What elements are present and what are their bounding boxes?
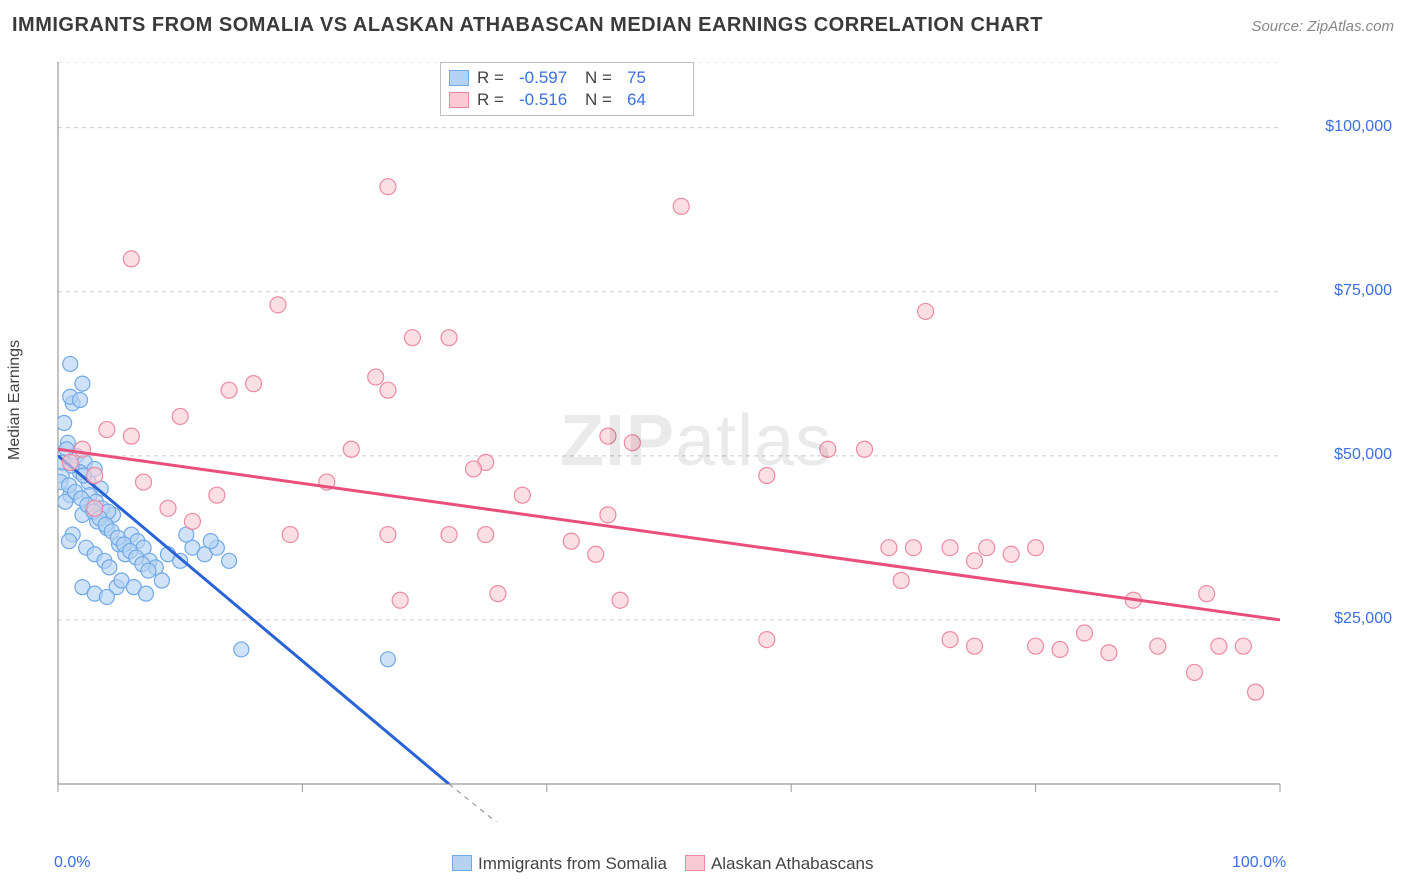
legend-stat-value: 64 [627, 89, 685, 111]
x-tick-label: 0.0% [54, 854, 90, 872]
watermark: ZIPatlas [560, 400, 832, 482]
legend-stat-row: R = -0.516 N = 64 [449, 89, 685, 111]
y-tick-label: $50,000 [1334, 446, 1392, 464]
source-label: Source: ZipAtlas.com [1251, 18, 1394, 35]
legend-series-label: Alaskan Athabascans [711, 854, 874, 873]
legend-swatch [449, 92, 469, 108]
chart-title: IMMIGRANTS FROM SOMALIA VS ALASKAN ATHAB… [12, 14, 1043, 37]
legend-swatch [685, 855, 705, 871]
y-tick-label: $25,000 [1334, 610, 1392, 628]
legend-stat-key: N = [585, 67, 619, 89]
y-axis-label: Median Earnings [6, 340, 24, 460]
legend-swatch [452, 855, 472, 871]
legend-swatch [449, 70, 469, 86]
legend-stat-key: R = [477, 67, 511, 89]
legend-stat-key: N = [585, 89, 619, 111]
legend-series: Immigrants from Somalia Alaskan Athabasca… [452, 854, 874, 874]
legend-stat-value: 75 [627, 67, 685, 89]
legend-stat-key: R = [477, 89, 511, 111]
y-tick-label: $75,000 [1334, 282, 1392, 300]
legend-stat-value: -0.597 [519, 67, 577, 89]
legend-series-label: Immigrants from Somalia [478, 854, 667, 873]
legend-stat-row: R = -0.597 N = 75 [449, 67, 685, 89]
x-tick-label: 100.0% [1232, 854, 1286, 872]
y-tick-label: $100,000 [1325, 118, 1392, 136]
legend-stat-value: -0.516 [519, 89, 577, 111]
legend-statistics: R = -0.597 N = 75 R = -0.516 N = 64 [440, 62, 694, 116]
